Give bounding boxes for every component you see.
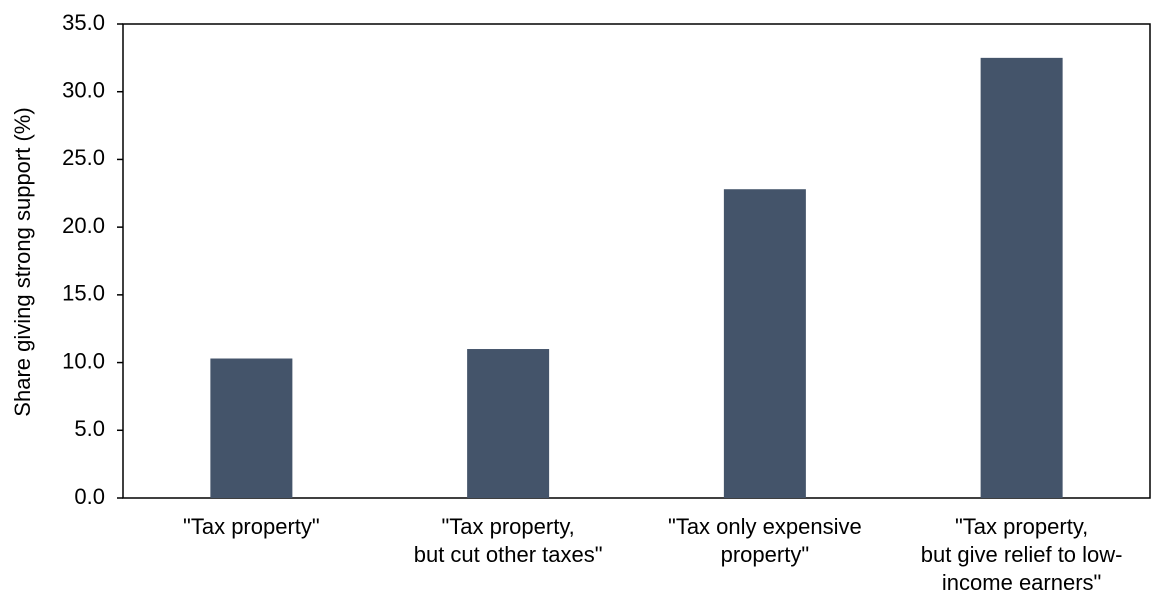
y-tick-label: 0.0 [74,484,105,509]
x-tick-label-line: but give relief to low- [921,542,1123,567]
x-tick-label-line: "Tax property" [183,514,320,539]
plot-frame [122,23,1151,499]
bar [210,358,293,498]
x-tick-label-line: income earners" [942,570,1101,595]
bar [467,349,550,498]
x-tick-label-line: "Tax property, [441,514,574,539]
y-tick-label: 5.0 [74,416,105,441]
y-tick-label: 35.0 [62,10,105,35]
x-tick-label: "Tax property, but cut other taxes" [414,514,603,567]
x-tick-label-line: but cut other taxes" [414,542,603,567]
x-tick-label-line: "Tax only expensive [668,514,862,539]
y-axis-label: Share giving strong support (%) [10,107,35,416]
x-tick-label: "Tax property, but give relief to low-inc… [921,514,1123,595]
x-tick-label: "Tax only expensive property" [668,514,862,567]
x-tick-label: "Tax property" [183,514,320,539]
y-tick-label: 20.0 [62,213,105,238]
y-tick-label: 15.0 [62,281,105,306]
bar [980,57,1063,498]
y-tick-label: 30.0 [62,78,105,103]
y-tick-label: 10.0 [62,348,105,373]
y-tick-label: 25.0 [62,145,105,170]
bar [723,189,806,499]
x-tick-label-line: property" [721,542,810,567]
x-tick-label-line: "Tax property, [955,514,1088,539]
